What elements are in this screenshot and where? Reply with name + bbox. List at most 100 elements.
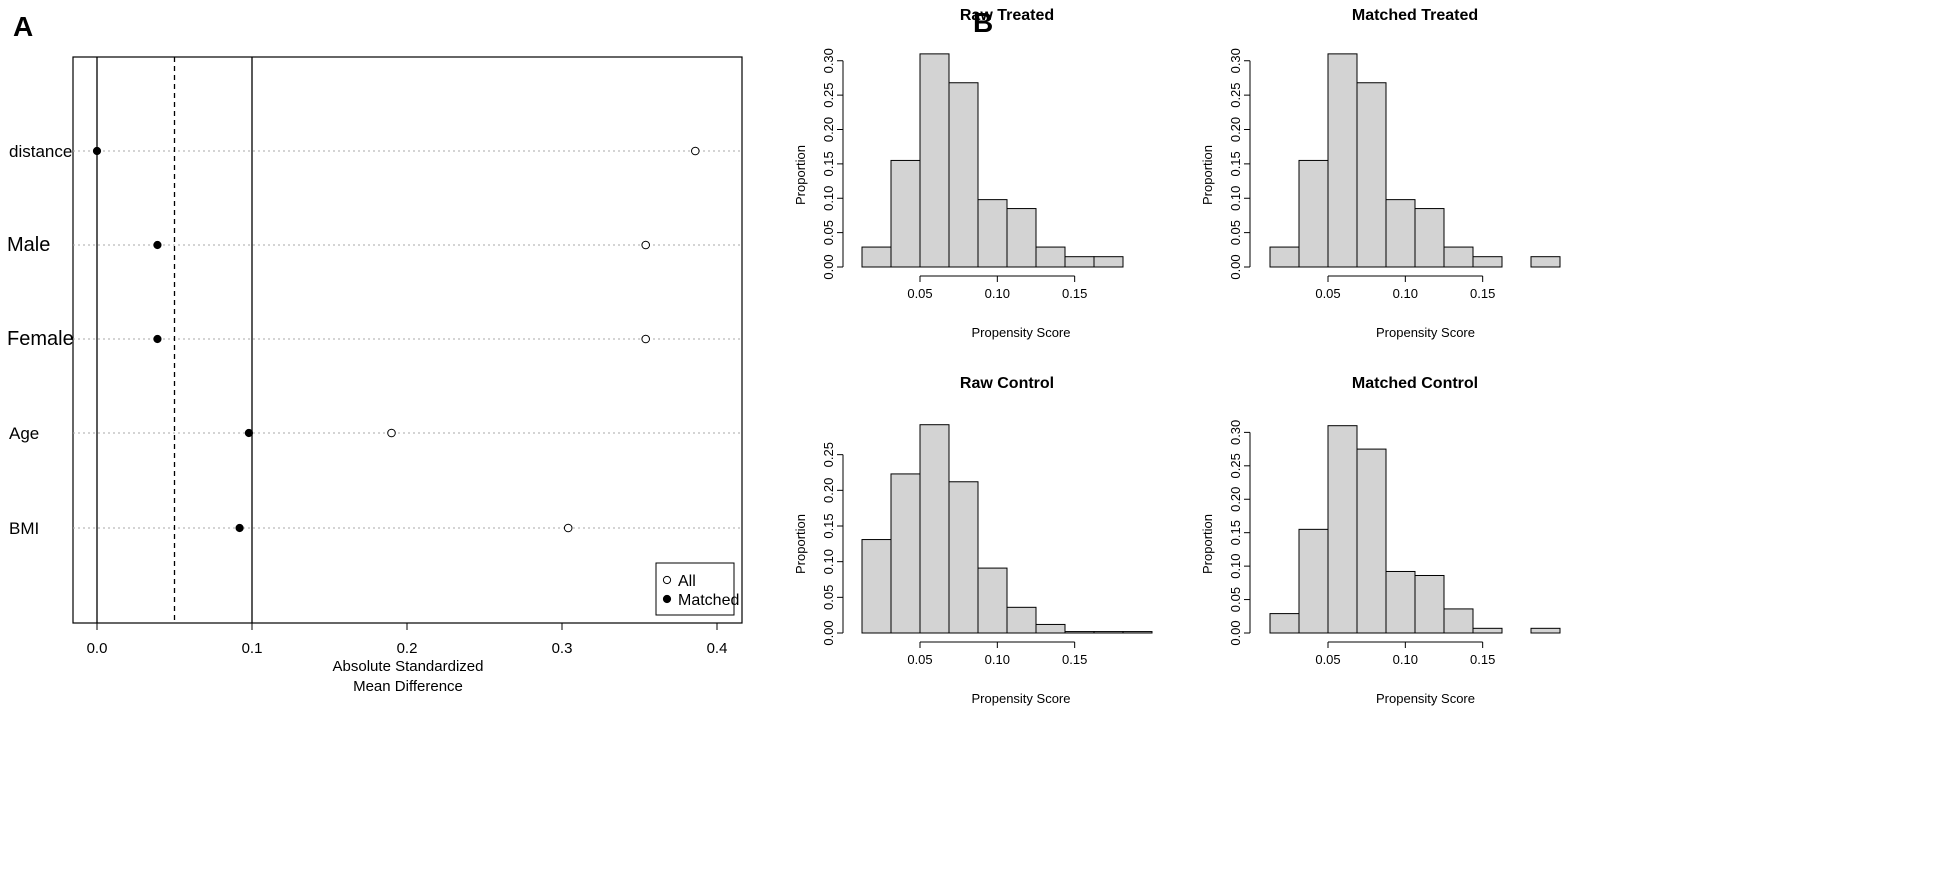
- x-tick-label: 0.10: [985, 652, 1010, 667]
- x-axis-label: Absolute Standardized: [333, 658, 484, 675]
- histogram-bar: [919, 424, 950, 634]
- point-matched: [92, 146, 102, 156]
- y-tick-label: 0.15: [1228, 520, 1243, 545]
- y-axis-label: Proportion: [793, 145, 808, 205]
- histogram-4: Matched Control 0.00 0.05 0.10 0.15 0.20 0.25 0…: [1200, 375, 1561, 706]
- y-tick-label: 0.00: [1228, 254, 1243, 279]
- x-tick-label: 0.2: [397, 640, 418, 657]
- histogram-bar: [1298, 528, 1329, 634]
- y-tick-label: 0.15: [1228, 151, 1243, 176]
- x-axis-label: Mean Difference: [353, 678, 463, 695]
- y-tick-label: 0.20: [1228, 117, 1243, 142]
- y-tick-label: 0.00: [821, 254, 836, 279]
- x-tick-label: 0.3: [552, 640, 573, 657]
- histogram-title: Matched Treated: [1352, 7, 1478, 24]
- histogram-bar: [977, 199, 1008, 268]
- histogram-bar: [1093, 256, 1124, 268]
- x-tick-label: 0.15: [1062, 652, 1087, 667]
- x-tick-label: 0.10: [1393, 652, 1418, 667]
- point-matched: [244, 428, 253, 438]
- x-tick-label: 0.1: [242, 640, 263, 657]
- y-tick-label: 0.10: [1228, 553, 1243, 578]
- histogram-bar: [977, 567, 1008, 634]
- y-tick-label: 0.30: [1228, 420, 1243, 445]
- legend-label: Matched: [678, 592, 739, 609]
- histogram-title: Matched Control: [1352, 375, 1478, 392]
- histogram-bar: [1035, 246, 1066, 268]
- y-tick-label: 0.10: [1228, 186, 1243, 211]
- point-all: [641, 240, 651, 250]
- histogram-bar: [861, 246, 892, 268]
- histogram-bar: [1093, 631, 1124, 634]
- x-tick-label: 0.05: [907, 286, 932, 301]
- x-axis-label: Propensity Score: [972, 691, 1071, 706]
- point-all: [387, 428, 396, 438]
- variable-label: BMI: [9, 519, 39, 538]
- x-tick-label: 0.0: [87, 640, 108, 657]
- panel-b-letter: B: [973, 7, 993, 38]
- histogram-bar: [1006, 208, 1037, 268]
- x-tick-label: 0.15: [1470, 652, 1495, 667]
- y-tick-label: 0.25: [1228, 453, 1243, 478]
- histogram-bar: [1327, 425, 1358, 634]
- histogram-bar: [1530, 627, 1561, 634]
- y-tick-label: 0.25: [821, 442, 836, 467]
- histogram-bar: [948, 481, 979, 634]
- histogram-bar: [1122, 631, 1153, 634]
- histogram-bar: [1472, 256, 1503, 268]
- y-axis-label: Proportion: [1200, 145, 1215, 205]
- y-axis-label: Proportion: [1200, 514, 1215, 574]
- histogram-3: Raw Control 0.00 0.05 0.10 0.15 0.20 0.25 Propo…: [793, 375, 1153, 706]
- histogram-bar: [1064, 256, 1095, 268]
- histogram-bar: [1530, 256, 1561, 268]
- point-all: [563, 523, 573, 533]
- legend-marker: [662, 575, 672, 585]
- y-tick-label: 0.00: [821, 620, 836, 645]
- histogram-bar: [1269, 613, 1300, 634]
- legend-marker: [662, 594, 672, 604]
- x-axis-label: Propensity Score: [1376, 325, 1475, 340]
- histogram-bar: [919, 53, 950, 268]
- legend-box: [655, 562, 735, 616]
- y-tick-label: 0.05: [821, 585, 836, 610]
- histogram-bar: [1414, 208, 1445, 268]
- x-tick-label: 0.4: [707, 640, 728, 657]
- x-tick-label: 0.10: [1393, 286, 1418, 301]
- y-tick-label: 0.05: [1228, 220, 1243, 245]
- histogram-bar: [1356, 448, 1387, 634]
- histogram-title: Raw Treated: [960, 7, 1054, 24]
- y-tick-label: 0.25: [821, 82, 836, 107]
- histogram-bar: [1443, 608, 1474, 634]
- histogram-title: Raw Control: [960, 375, 1054, 392]
- histogram-2: Matched Treated 0.00 0.05 0.10 0.15 0.20 0.25 0…: [1200, 7, 1561, 340]
- y-tick-label: 0.10: [821, 186, 836, 211]
- y-tick-label: 0.20: [821, 117, 836, 142]
- y-axis-label: Proportion: [793, 514, 808, 574]
- point-all: [691, 146, 700, 156]
- x-tick-label: 0.05: [1315, 652, 1340, 667]
- histogram-bar: [1064, 631, 1095, 634]
- x-tick-label: 0.10: [985, 286, 1010, 301]
- histogram-bar: [1472, 627, 1503, 634]
- histogram-bar: [1385, 570, 1416, 634]
- histogram-bar: [948, 82, 979, 268]
- histogram-bar: [1035, 623, 1066, 634]
- histogram-bar: [1298, 159, 1329, 268]
- y-tick-label: 0.20: [1228, 487, 1243, 512]
- love-plot: distance Male Female Age BMI 0.0 0.1 0.2 0.3 0.4 A…: [7, 56, 743, 695]
- y-tick-label: 0.30: [1228, 48, 1243, 73]
- y-tick-label: 0.15: [821, 151, 836, 176]
- variable-label: Female: [7, 328, 74, 350]
- histogram-bar: [1356, 82, 1387, 268]
- variable-label: distance: [9, 142, 72, 161]
- point-matched: [235, 523, 244, 533]
- y-tick-label: 0.25: [1228, 82, 1243, 107]
- x-axis-label: Propensity Score: [1376, 691, 1475, 706]
- histogram-bar: [1443, 246, 1474, 268]
- histogram-bar: [890, 159, 921, 268]
- histogram-bar: [1327, 53, 1358, 268]
- point-matched: [153, 240, 162, 250]
- x-tick-label: 0.05: [1315, 286, 1340, 301]
- histogram-bar: [1269, 246, 1300, 268]
- y-tick-label: 0.30: [821, 48, 836, 73]
